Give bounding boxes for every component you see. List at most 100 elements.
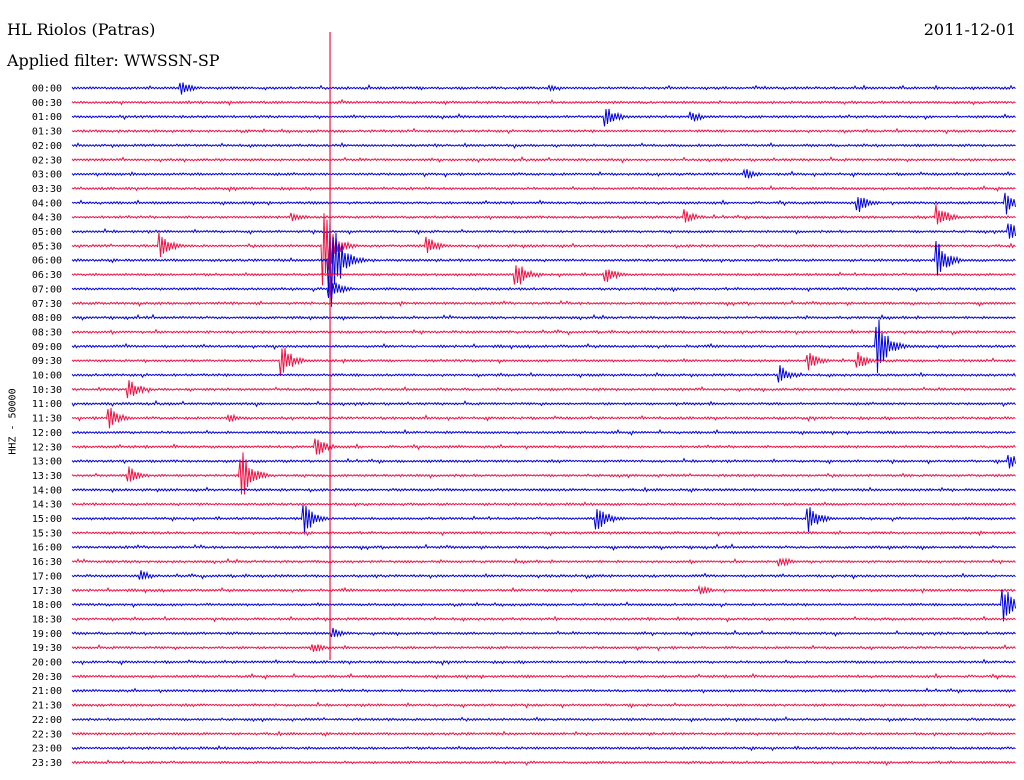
row-time-label: 22:00 xyxy=(32,715,62,726)
trace-row xyxy=(71,407,1016,429)
row-time-label: 00:30 xyxy=(32,98,62,109)
trace-row xyxy=(71,643,1016,653)
row-time-label: 01:30 xyxy=(32,127,62,138)
row-time-label: 09:30 xyxy=(32,356,62,367)
row-time-label: 11:00 xyxy=(32,399,62,410)
row-time-label: 06:00 xyxy=(32,256,62,267)
row-time-label: 03:30 xyxy=(32,184,62,195)
trace-row xyxy=(71,557,1016,567)
trace-row xyxy=(71,687,1016,694)
row-time-label: 10:30 xyxy=(32,385,62,396)
trace-row xyxy=(71,615,1016,623)
trace-row xyxy=(71,584,1016,595)
trace-row xyxy=(71,380,1016,399)
row-time-label: 16:30 xyxy=(32,557,62,568)
row-time-label: 13:00 xyxy=(32,457,62,468)
row-time-label: 10:00 xyxy=(32,371,62,382)
trace-row xyxy=(71,328,1016,336)
row-time-label: 02:30 xyxy=(32,155,62,166)
trace-row xyxy=(71,365,1016,383)
trace-row xyxy=(71,627,1016,638)
trace-row xyxy=(71,701,1016,709)
trace-row xyxy=(71,672,1016,680)
row-time-label: 05:30 xyxy=(32,241,62,252)
row-time-label: 06:30 xyxy=(32,270,62,281)
filter-label: Applied filter: WWSSN-SP xyxy=(7,51,220,70)
trace-row xyxy=(71,529,1016,537)
trace-row xyxy=(71,223,1016,239)
row-time-label: 22:30 xyxy=(32,729,62,740)
row-time-label: 08:30 xyxy=(32,327,62,338)
trace-row xyxy=(71,658,1016,666)
row-time-label: 11:30 xyxy=(32,414,62,425)
row-time-label: 21:30 xyxy=(32,701,62,712)
row-time-label: 15:00 xyxy=(32,514,62,525)
row-time-label: 15:30 xyxy=(32,528,62,539)
row-time-label: 07:30 xyxy=(32,299,62,310)
row-time-label: 17:00 xyxy=(32,571,62,582)
date-label: 2011-12-01 xyxy=(923,20,1016,39)
trace-row xyxy=(71,730,1016,737)
trace-row xyxy=(71,82,1016,95)
trace-row xyxy=(71,141,1016,150)
trace-row xyxy=(71,319,1016,373)
trace-row xyxy=(71,299,1016,308)
row-time-label: 13:30 xyxy=(32,471,62,482)
trace-row xyxy=(71,543,1016,552)
row-time-label: 08:00 xyxy=(32,313,62,324)
trace-row xyxy=(71,192,1016,215)
trace-row xyxy=(71,265,1016,285)
row-time-label: 01:00 xyxy=(32,112,62,123)
row-time-label: 19:30 xyxy=(32,643,62,654)
trace-row xyxy=(71,221,1016,307)
row-time-label: 20:00 xyxy=(32,658,62,669)
trace-row xyxy=(71,347,1016,376)
trace-row xyxy=(71,716,1016,723)
row-time-label: 19:00 xyxy=(32,629,62,640)
trace-row xyxy=(71,745,1016,752)
trace-row xyxy=(71,168,1016,179)
station-title: HL Riolos (Patras) xyxy=(7,20,156,39)
row-time-label: 02:00 xyxy=(32,141,62,152)
row-time-label: 18:00 xyxy=(32,600,62,611)
trace-row xyxy=(71,428,1016,436)
row-time-label: 12:00 xyxy=(32,428,62,439)
row-time-label: 23:00 xyxy=(32,744,62,755)
trace-row xyxy=(71,185,1016,193)
row-time-label: 23:30 xyxy=(32,758,62,769)
trace-row xyxy=(71,399,1016,408)
row-time-label: 16:00 xyxy=(32,543,62,554)
row-time-label: 12:30 xyxy=(32,442,62,453)
trace-row xyxy=(71,313,1016,321)
row-time-label: 04:30 xyxy=(32,213,62,224)
trace-row xyxy=(71,204,1016,225)
trace-row xyxy=(71,108,1016,127)
trace-row xyxy=(71,486,1016,494)
trace-row xyxy=(71,501,1016,508)
row-time-label: 17:30 xyxy=(32,586,62,597)
trace-row xyxy=(71,127,1016,135)
row-time-label: 14:00 xyxy=(32,485,62,496)
trace-row xyxy=(71,589,1016,622)
row-time-label: 07:00 xyxy=(32,284,62,295)
trace-row xyxy=(71,452,1016,495)
row-time-label: 21:00 xyxy=(32,686,62,697)
trace-row xyxy=(71,213,1016,286)
trace-row xyxy=(71,156,1016,164)
trace-row xyxy=(71,98,1016,107)
trace-row xyxy=(71,438,1016,455)
trace-row xyxy=(71,759,1016,766)
row-time-label: 05:00 xyxy=(32,227,62,238)
row-time-label: 03:00 xyxy=(32,170,62,181)
trace-row xyxy=(71,505,1016,533)
row-time-label: 18:30 xyxy=(32,614,62,625)
row-time-label: 09:00 xyxy=(32,342,62,353)
row-time-label: 20:30 xyxy=(32,672,62,683)
row-time-label: 14:30 xyxy=(32,500,62,511)
trace-row xyxy=(71,570,1016,580)
row-time-label: 04:00 xyxy=(32,198,62,209)
row-time-label: 00:00 xyxy=(32,84,62,95)
trace-row xyxy=(71,278,1016,300)
